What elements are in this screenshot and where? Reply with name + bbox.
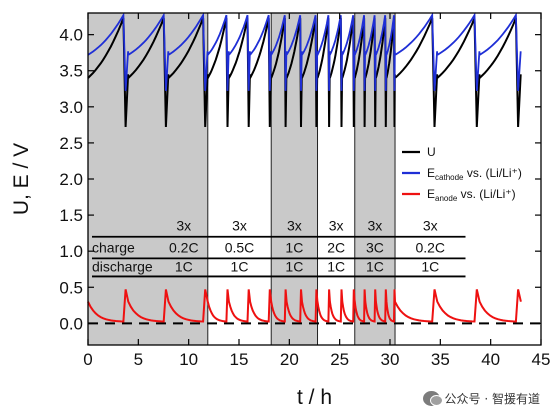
table-repeat: 3x [329, 218, 344, 234]
y-tick-label: 0.0 [59, 314, 83, 333]
y-tick-label: 1.5 [59, 206, 83, 225]
y-tick-label: 0.5 [59, 278, 83, 297]
table-repeat: 3x [423, 218, 438, 234]
wechat-icon [422, 391, 443, 406]
table-discharge-rate: 1C [285, 258, 303, 274]
x-tick-label: 15 [230, 350, 249, 369]
series-line-anode [87, 289, 522, 323]
x-tick-label: 10 [179, 350, 198, 369]
table-discharge-rate: 1C [175, 258, 193, 274]
table-charge-rate: 3C [366, 239, 384, 255]
table-repeat: 3x [176, 218, 191, 234]
legend-entry-U: U [427, 145, 436, 159]
legend-entry-anode: Eanode vs. (Li/Li⁺) [427, 187, 516, 203]
legend-entry-cathode: Ecathode vs. (Li/Li⁺) [427, 166, 522, 182]
y-tick-label: 2.5 [59, 134, 83, 153]
table-charge-rate: 2C [327, 239, 345, 255]
y-tick-label: 4.0 [59, 26, 83, 45]
x-tick-label: 20 [280, 350, 299, 369]
table-discharge-rate: 1C [366, 258, 384, 274]
x-axis-label: t / h [297, 386, 332, 409]
shaded-region [271, 13, 318, 345]
x-tick-label: 35 [431, 350, 450, 369]
table-charge-rate: 0.5C [225, 239, 255, 255]
table-charge-rate: 1C [285, 239, 303, 255]
table-repeat: 3x [232, 218, 247, 234]
y-tick-label: 1.0 [59, 242, 83, 261]
table-charge-rate: 0.2C [415, 239, 445, 255]
y-tick-label: 3.0 [59, 98, 83, 117]
y-axis-label: U, E / V [10, 143, 33, 215]
series-line-cathode [87, 12, 522, 91]
x-tick-label: 5 [134, 350, 143, 369]
y-tick-label: 2.0 [59, 170, 83, 189]
watermark: 公众号 · 智援有道 [422, 390, 540, 407]
table-label-discharge: discharge [92, 258, 153, 274]
x-tick-label: 25 [330, 350, 349, 369]
table-repeat: 3x [368, 218, 383, 234]
table-discharge-rate: 1C [231, 258, 249, 274]
x-tick-label: 30 [381, 350, 400, 369]
x-tick-label: 0 [83, 350, 92, 369]
shaded-region [88, 13, 208, 345]
x-tick-label: 40 [481, 350, 500, 369]
y-tick-label: 3.5 [59, 62, 83, 81]
table-label-charge: charge [92, 239, 135, 255]
table-charge-rate: 0.2C [169, 239, 199, 255]
table-repeat: 3x [287, 218, 302, 234]
table-discharge-rate: 1C [327, 258, 345, 274]
x-tick-label: 45 [532, 350, 550, 369]
watermark-text: 公众号 · 智援有道 [444, 392, 540, 406]
table-discharge-rate: 1C [421, 258, 439, 274]
